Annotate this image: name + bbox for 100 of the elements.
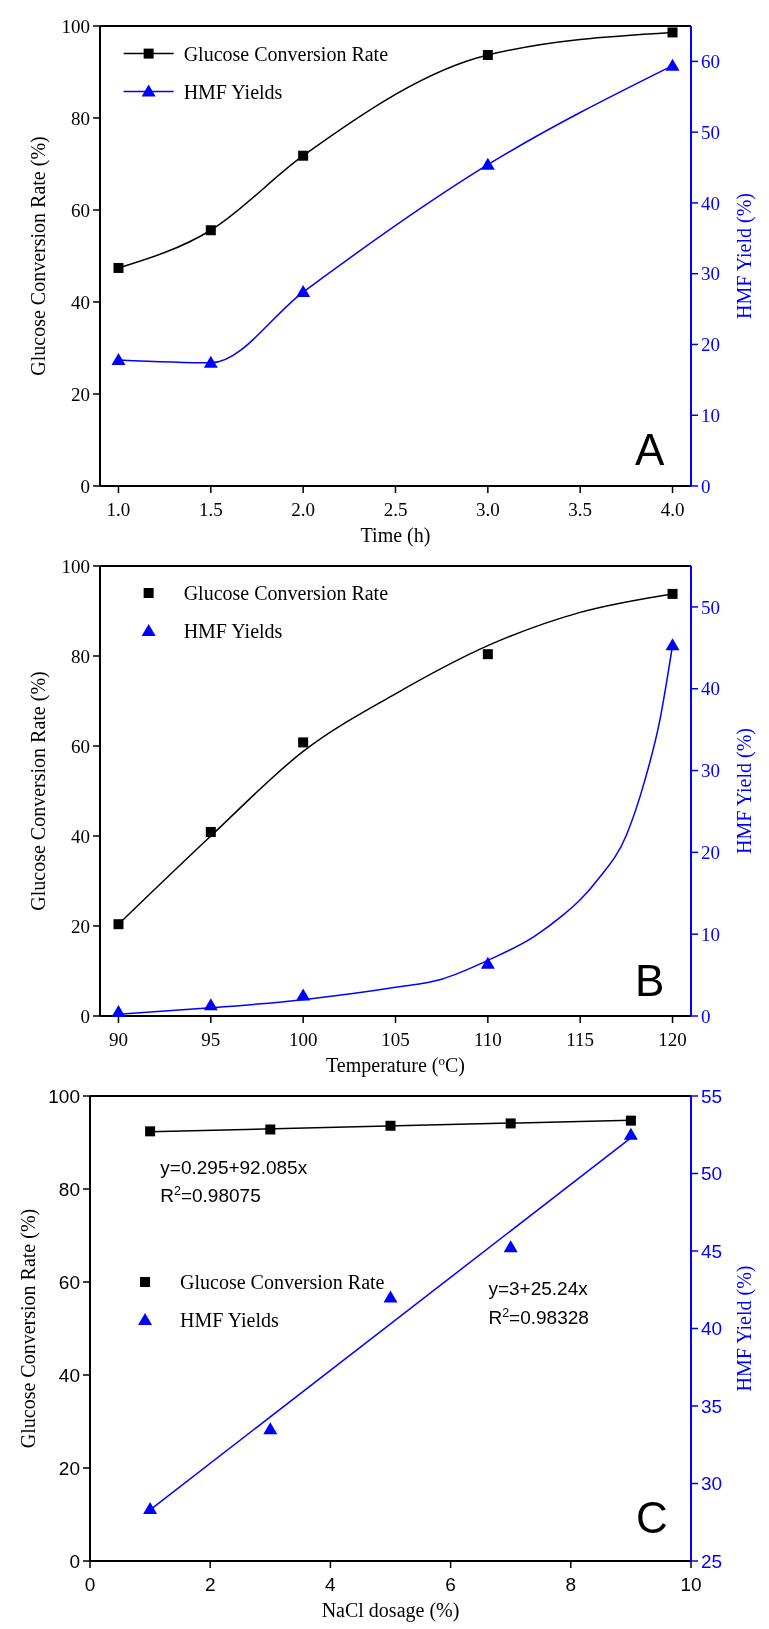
- x-tick-label: 2.0: [291, 499, 316, 520]
- x-tick-label: 4: [325, 1574, 337, 1595]
- annotation: R$^{2}$=0.98328: [488, 1305, 589, 1328]
- y2-tick-label: 40: [701, 192, 720, 214]
- annotation: y=3+25.24x: [488, 1277, 589, 1299]
- y2-tick-label: 40: [701, 678, 720, 700]
- y2-axis-title: HMF Yield (%): [733, 193, 756, 319]
- y2-tick-label: 50: [701, 121, 720, 143]
- y-tick-label: 100: [48, 1085, 80, 1107]
- x-tick-label: 3.5: [568, 499, 593, 520]
- x-tick-label: 8: [565, 1574, 577, 1595]
- y2-tick-label: 40: [701, 1318, 723, 1340]
- legend-label: Glucose Conversion Rate: [180, 1271, 385, 1293]
- y-tick-label: 60: [71, 199, 90, 221]
- x-tick-label: 90: [108, 1029, 128, 1050]
- x-tick-label: 95: [201, 1029, 221, 1050]
- point: [623, 1127, 638, 1140]
- annotation: A: [634, 425, 665, 475]
- point: [667, 27, 678, 38]
- x-axis-title: Temperature ($^{o}$C): [326, 1052, 465, 1077]
- y-tick-label: 20: [71, 915, 90, 937]
- annotation: y=0.295+92.085x: [160, 1157, 308, 1179]
- x-tick-label: 2: [204, 1574, 216, 1595]
- y2-tick-label: 50: [701, 596, 720, 618]
- y-tick-label: 0: [80, 475, 90, 497]
- point: [503, 1240, 518, 1253]
- x-tick-label: 10: [680, 1574, 702, 1595]
- y-tick-label: 0: [80, 1005, 90, 1027]
- y2-tick-label: 50: [701, 1163, 723, 1185]
- y-axis-title: Glucose Conversion Rate (%): [17, 1208, 40, 1449]
- x-tick-label: 2.5: [383, 499, 408, 520]
- x-tick-label: 6: [445, 1574, 456, 1595]
- legend-label: HMF Yields: [183, 620, 283, 642]
- point: [298, 150, 309, 161]
- point: [111, 1004, 126, 1017]
- y2-tick-label: 35: [701, 1395, 723, 1417]
- y-tick-label: 20: [58, 1457, 80, 1479]
- y-tick-label: 0: [69, 1550, 80, 1572]
- point: [296, 285, 311, 298]
- x-tick-label: 110: [473, 1029, 502, 1050]
- point: [383, 1290, 398, 1303]
- point: [480, 157, 495, 170]
- y-tick-label: 80: [58, 1178, 80, 1200]
- y2-tick-label: 10: [701, 404, 720, 426]
- y-tick-label: 60: [58, 1271, 80, 1293]
- legend-label: Glucose Conversion Rate: [183, 42, 389, 65]
- point: [205, 225, 216, 236]
- legend-label: HMF Yields: [183, 80, 283, 103]
- x-tick-label: 105: [381, 1029, 410, 1050]
- y2-tick-label: 30: [701, 263, 720, 285]
- y-tick-label: 100: [61, 555, 90, 577]
- y2-tick-label: 10: [701, 923, 720, 945]
- y2-tick-label: 25: [701, 1550, 723, 1572]
- y-tick-label: 40: [71, 825, 90, 847]
- y-tick-label: 40: [71, 291, 90, 313]
- point: [111, 353, 126, 366]
- y-axis-title: Glucose Conversion Rate (%): [27, 671, 50, 911]
- y2-tick-label: 0: [701, 475, 711, 497]
- y-tick-label: 80: [71, 107, 90, 129]
- point: [113, 919, 124, 930]
- annotation: C: [636, 1493, 668, 1543]
- x-axis-title: NaCl dosage (%): [321, 1599, 460, 1622]
- y-tick-label: 60: [71, 735, 90, 757]
- point: [113, 262, 124, 273]
- point: [482, 649, 493, 660]
- y2-tick-label: 30: [701, 760, 720, 782]
- y-tick-label: 100: [61, 15, 90, 37]
- x-tick-label: 4.0: [660, 499, 685, 520]
- y2-axis-title: HMF Yield (%): [733, 728, 756, 854]
- point: [667, 588, 678, 599]
- y2-tick-label: 55: [701, 1085, 723, 1107]
- x-tick-label: 3.0: [475, 499, 500, 520]
- y2-tick-label: 45: [701, 1240, 723, 1262]
- y2-tick-label: 20: [701, 842, 720, 864]
- x-axis-title: Time (h): [360, 524, 431, 547]
- y2-tick-label: 60: [701, 51, 720, 73]
- point: [298, 737, 309, 748]
- point: [665, 58, 680, 71]
- x-tick-label: 100: [288, 1029, 318, 1050]
- point: [203, 355, 218, 368]
- annotation: B: [634, 955, 665, 1005]
- x-tick-label: 1.5: [198, 499, 223, 520]
- y2-tick-label: 0: [701, 1005, 711, 1027]
- point: [143, 1502, 158, 1515]
- point: [263, 1422, 278, 1435]
- x-tick-label: 1.0: [106, 499, 131, 520]
- y-tick-label: 80: [71, 645, 90, 667]
- y2-tick-label: 30: [701, 1473, 723, 1495]
- y2-tick-label: 20: [701, 334, 720, 356]
- y2-axis-title: HMF Yield (%): [733, 1265, 756, 1392]
- x-tick-label: 115: [566, 1029, 595, 1050]
- y-tick-label: 20: [71, 383, 90, 405]
- y-axis-title: Glucose Conversion Rate (%): [27, 136, 50, 376]
- annotation: R$^{2}$=0.98075: [160, 1184, 261, 1207]
- point: [480, 956, 495, 969]
- y-tick-label: 40: [58, 1364, 80, 1386]
- x-tick-label: 120: [658, 1029, 687, 1050]
- legend-label: Glucose Conversion Rate: [183, 582, 389, 604]
- point: [482, 49, 493, 60]
- legend-label: HMF Yields: [180, 1309, 279, 1331]
